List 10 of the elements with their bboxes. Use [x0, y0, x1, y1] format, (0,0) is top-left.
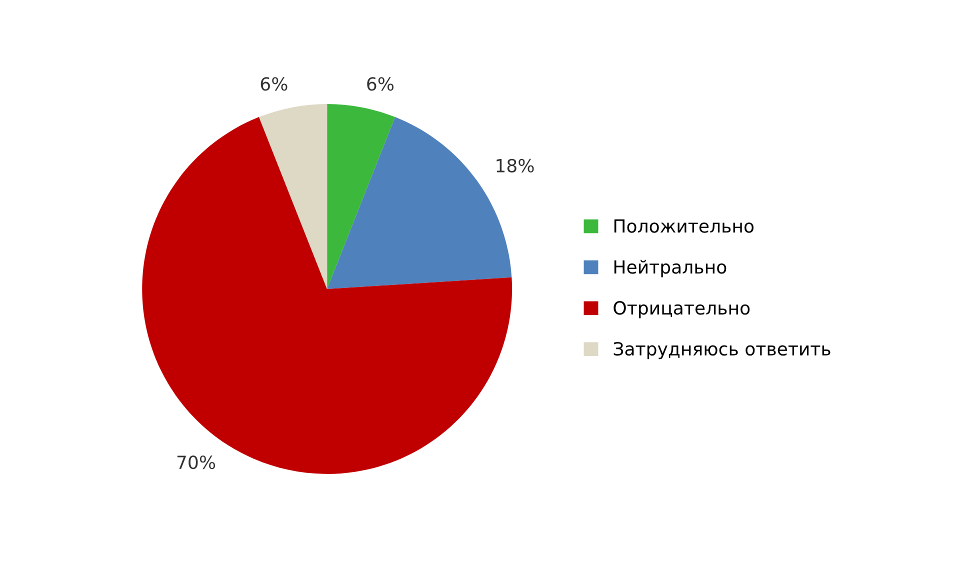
data-label: 6% — [367, 77, 394, 91]
pie-slice — [258, 104, 328, 289]
legend-label: Затрудняюсь ответить — [614, 342, 830, 360]
legend-label: Нейтрально — [614, 260, 726, 278]
data-label: 70% — [177, 455, 216, 470]
legend-label: Положительно — [614, 219, 754, 233]
legend-label: Отрицательно — [614, 301, 750, 318]
pie-slice — [327, 104, 396, 289]
data-label: 18% — [496, 158, 534, 172]
data-label: 6% — [260, 77, 288, 91]
